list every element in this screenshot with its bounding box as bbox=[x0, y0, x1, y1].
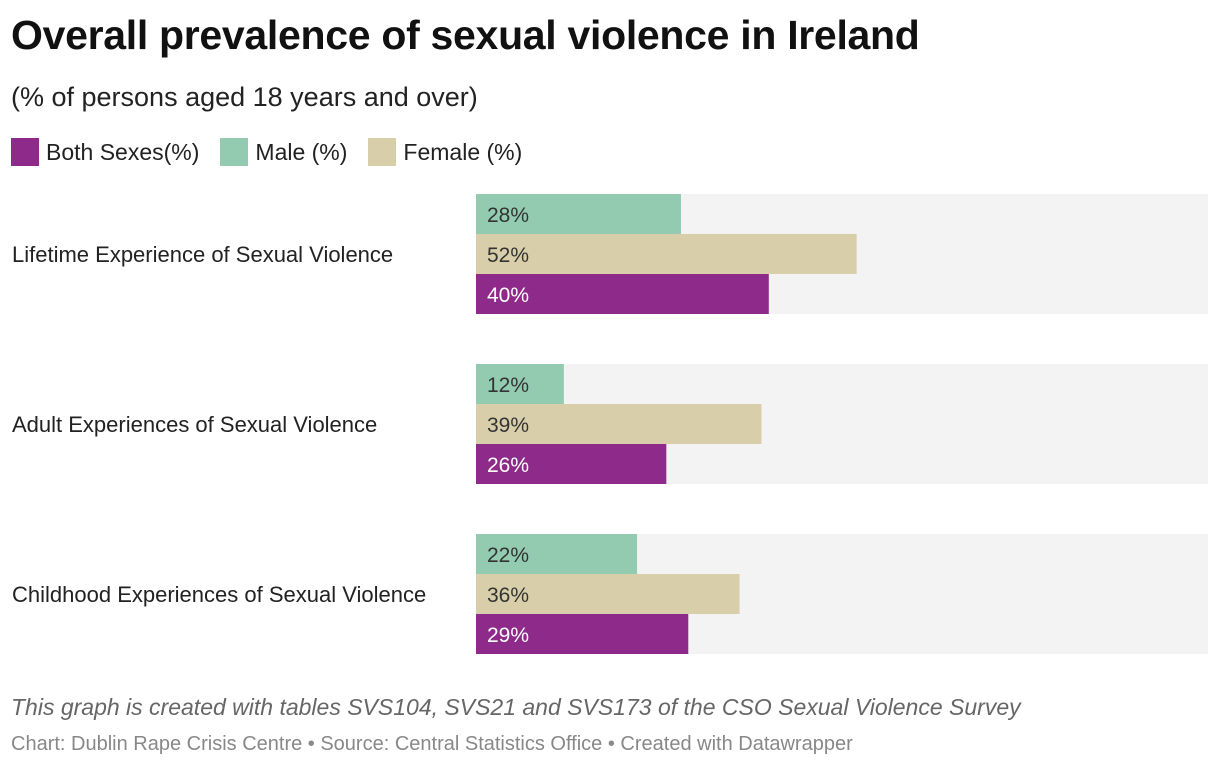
chart-subtitle: (% of persons aged 18 years and over) bbox=[11, 82, 478, 112]
data-label-both-2: 26% bbox=[487, 454, 529, 477]
category-label-1: Lifetime Experience of Sexual Violence bbox=[12, 242, 393, 267]
legend-item-both: Both Sexes(%) bbox=[11, 138, 199, 166]
data-label-both-1: 40% bbox=[487, 284, 529, 307]
bar-female-3 bbox=[476, 574, 740, 614]
bar-both-3 bbox=[476, 614, 689, 654]
data-label-both-3: 29% bbox=[487, 624, 529, 647]
category-label-2: Adult Experiences of Sexual Violence bbox=[12, 412, 377, 437]
bar-female-1 bbox=[476, 234, 857, 274]
legend-swatch-male bbox=[220, 138, 249, 166]
legend-item-male: Male (%) bbox=[220, 138, 347, 166]
bar-both-2 bbox=[476, 444, 667, 484]
bar-male-3 bbox=[476, 534, 638, 574]
bar-male-2 bbox=[476, 364, 564, 404]
chart-legend: Both Sexes(%) Male (%) Female (%) bbox=[11, 136, 543, 168]
legend-label-male: Male (%) bbox=[255, 138, 348, 165]
data-label-male-1: 28% bbox=[487, 204, 529, 227]
bar-both-1 bbox=[476, 274, 769, 314]
data-label-male-3: 22% bbox=[487, 544, 529, 567]
chart-note: This graph is created with tables SVS104… bbox=[11, 694, 1021, 720]
bar-male-1 bbox=[476, 194, 681, 234]
chart-credits: Chart: Dublin Rape Crisis Centre • Sourc… bbox=[11, 733, 853, 755]
legend-swatch-both bbox=[11, 138, 39, 166]
legend-swatch-female bbox=[368, 138, 397, 166]
legend-label-both: Both Sexes(%) bbox=[46, 138, 200, 165]
data-label-female-3: 36% bbox=[487, 584, 529, 607]
legend-item-female: Female (%) bbox=[368, 138, 522, 166]
bar-female-2 bbox=[476, 404, 762, 444]
data-label-female-1: 52% bbox=[487, 244, 529, 267]
chart-title: Overall prevalence of sexual violence in… bbox=[11, 12, 920, 58]
data-label-female-2: 39% bbox=[487, 414, 529, 437]
legend-label-female: Female (%) bbox=[403, 138, 523, 165]
data-label-male-2: 12% bbox=[487, 374, 529, 397]
category-label-3: Childhood Experiences of Sexual Violence bbox=[12, 582, 426, 607]
